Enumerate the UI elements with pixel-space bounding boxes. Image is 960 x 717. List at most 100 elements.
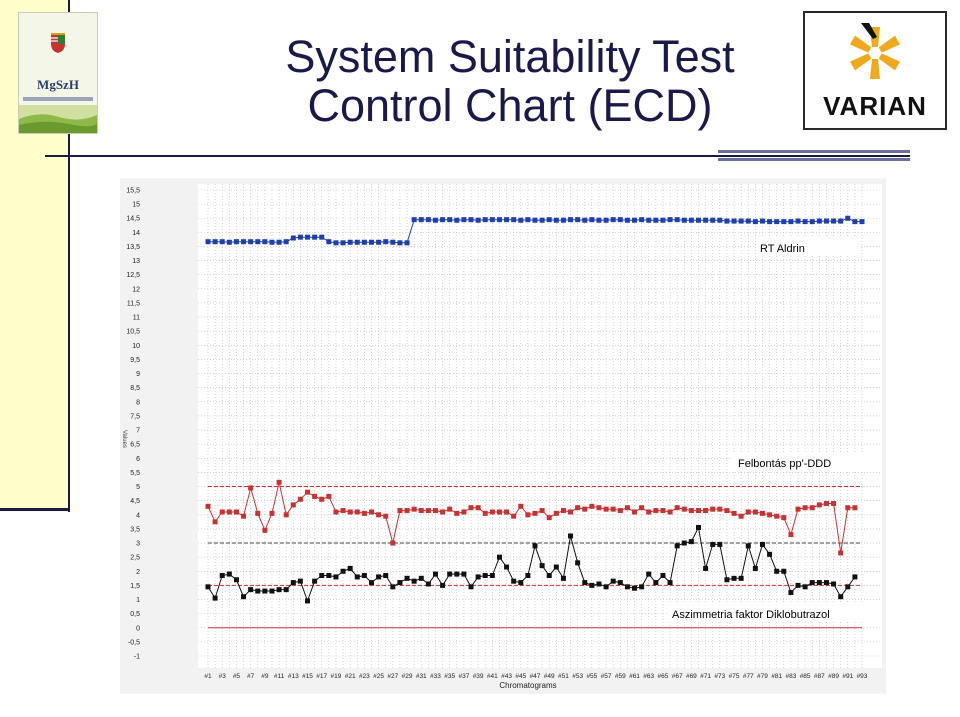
data-point (717, 506, 723, 512)
data-point (582, 217, 588, 223)
y-tick-label: 10,5 (126, 329, 140, 336)
data-point (333, 240, 339, 246)
data-point (724, 577, 730, 583)
y-tick-label: 8,5 (130, 385, 140, 392)
x-tick-label: #3 (219, 673, 227, 680)
data-point (859, 219, 865, 225)
chart-svg: -1-0,500,511,522,533,544,555,566,577,588… (120, 178, 886, 694)
data-point (795, 506, 801, 512)
data-point (518, 580, 524, 586)
data-point (482, 573, 488, 579)
data-point (411, 578, 417, 584)
data-point (781, 219, 787, 225)
data-point (418, 217, 424, 223)
y-tick-label: 5 (136, 484, 140, 491)
mgszh-logo-subline (23, 97, 93, 101)
x-tick-label: #39 (473, 673, 484, 680)
data-point (440, 217, 446, 223)
data-point (518, 217, 524, 223)
data-point (440, 509, 446, 515)
data-point (482, 217, 488, 223)
y-tick-label: 6 (136, 456, 140, 463)
data-point (326, 239, 332, 245)
data-point (496, 509, 502, 515)
data-point (290, 580, 296, 586)
left-decor-foot (0, 508, 70, 511)
data-point (383, 239, 389, 245)
x-tick-label: #23 (359, 673, 370, 680)
data-point (248, 239, 254, 245)
data-point (560, 508, 566, 514)
x-tick-label: #63 (643, 673, 654, 680)
data-point (283, 587, 289, 593)
data-point (759, 541, 765, 547)
data-point (667, 217, 673, 223)
x-tick-label: #31 (416, 673, 427, 680)
data-point (539, 563, 545, 569)
data-point (212, 595, 218, 601)
data-point (326, 573, 332, 579)
data-point (653, 580, 659, 586)
data-point (489, 573, 495, 579)
data-point (752, 219, 758, 225)
data-point (361, 510, 367, 516)
data-point (738, 575, 744, 581)
data-point (432, 508, 438, 514)
y-tick-label: 1,5 (130, 583, 140, 590)
data-point (454, 217, 460, 223)
data-point (802, 505, 808, 511)
data-point (596, 505, 602, 511)
data-point (454, 510, 460, 516)
data-point (205, 503, 211, 509)
data-point (838, 550, 844, 556)
data-point (802, 219, 808, 225)
data-point (731, 218, 737, 224)
x-tick-label: #57 (601, 673, 612, 680)
y-tick-label: 15 (132, 202, 140, 209)
x-tick-label: #77 (743, 673, 754, 680)
data-point (461, 509, 467, 515)
data-point (532, 217, 538, 223)
y-tick-label: 14,5 (126, 216, 140, 223)
data-point (539, 217, 545, 223)
data-point (603, 584, 609, 590)
data-point (617, 580, 623, 586)
data-point (312, 493, 318, 499)
x-tick-label: #49 (544, 673, 555, 680)
data-point (418, 508, 424, 514)
data-point (759, 510, 765, 516)
data-point (219, 573, 225, 579)
data-point (468, 217, 474, 223)
data-point (425, 581, 431, 587)
control-limits (208, 486, 862, 629)
x-tick-label: #37 (458, 673, 469, 680)
data-point (546, 515, 552, 521)
data-point (262, 588, 268, 594)
data-point (717, 217, 723, 223)
data-point (596, 581, 602, 587)
data-point (553, 564, 559, 570)
x-tick-label: #55 (586, 673, 597, 680)
x-tick-label: #47 (530, 673, 541, 680)
data-point (809, 580, 815, 586)
data-point (688, 217, 694, 223)
y-tick-label: 2,5 (130, 555, 140, 562)
data-point (738, 513, 744, 519)
data-point (610, 506, 616, 512)
data-point (432, 217, 438, 223)
data-point (752, 509, 758, 515)
data-point (489, 509, 495, 515)
data-point (276, 479, 282, 485)
data-point (632, 585, 638, 591)
data-point (759, 218, 765, 224)
data-point (297, 234, 303, 240)
data-point (781, 515, 787, 521)
data-point (731, 510, 737, 516)
data-point (838, 594, 844, 600)
data-point (703, 217, 709, 223)
y-tick-labels: -1-0,500,511,522,533,544,555,566,577,588… (126, 188, 140, 661)
data-point (831, 581, 837, 587)
header-accent-rule-top (718, 150, 910, 153)
data-point (809, 505, 815, 511)
data-point (525, 217, 531, 223)
